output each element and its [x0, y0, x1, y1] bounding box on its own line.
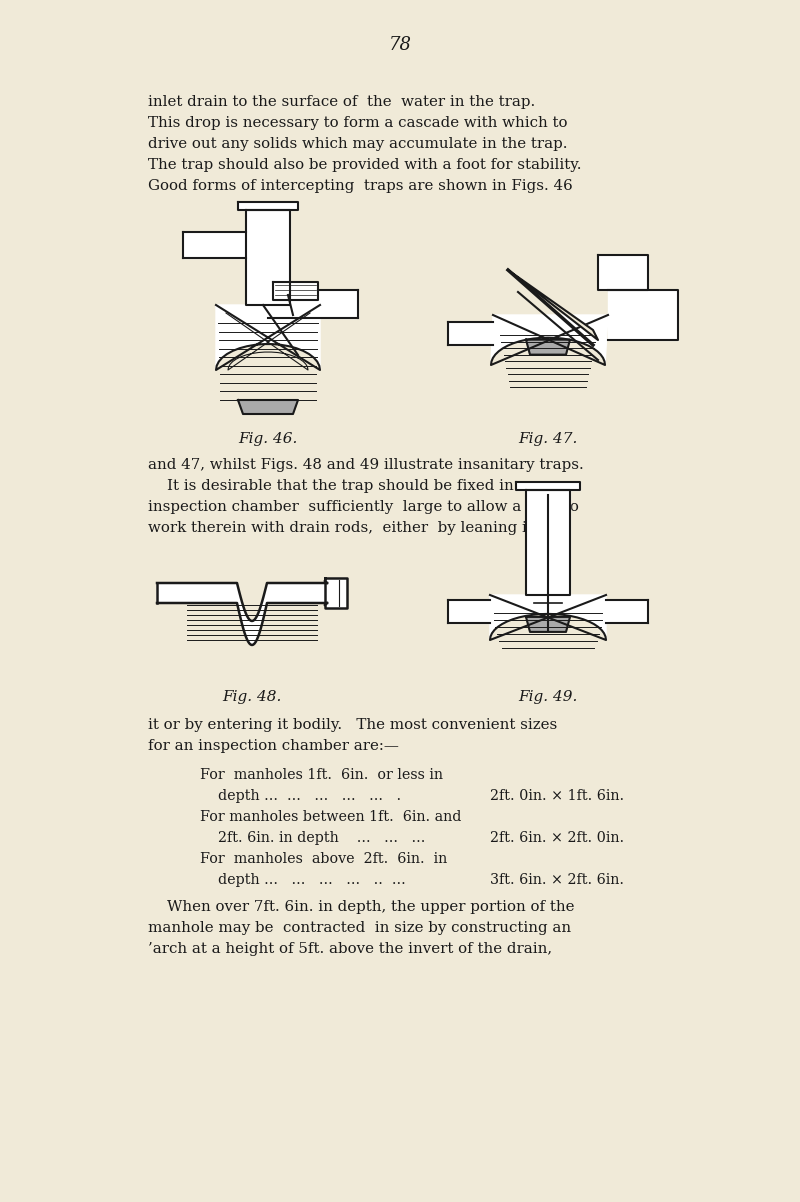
- Text: work therein with drain rods,  either  by leaning into: work therein with drain rods, either by …: [148, 520, 552, 535]
- Text: Fig. 46.: Fig. 46.: [238, 432, 298, 446]
- Polygon shape: [325, 578, 347, 608]
- Text: ’arch at a height of 5ft. above the invert of the drain,: ’arch at a height of 5ft. above the inve…: [148, 942, 552, 956]
- Text: 2ft. 0in. × 1ft. 6in.: 2ft. 0in. × 1ft. 6in.: [490, 789, 624, 803]
- Text: Good forms of intercepting  traps are shown in Figs. 46: Good forms of intercepting traps are sho…: [148, 179, 573, 194]
- Text: For manholes between 1ft.  6in. and: For manholes between 1ft. 6in. and: [200, 810, 462, 825]
- Polygon shape: [273, 282, 318, 300]
- Polygon shape: [157, 583, 327, 645]
- Text: 2ft. 6in. × 2ft. 0in.: 2ft. 6in. × 2ft. 0in.: [490, 831, 624, 845]
- Text: Fig. 47.: Fig. 47.: [518, 432, 578, 446]
- Text: 78: 78: [389, 36, 411, 54]
- Polygon shape: [508, 270, 598, 340]
- Text: depth ...  ...   ...   ...   ...   .: depth ... ... ... ... ... .: [200, 789, 406, 803]
- Polygon shape: [183, 232, 246, 258]
- Polygon shape: [526, 340, 570, 355]
- Text: Fig. 49.: Fig. 49.: [518, 690, 578, 704]
- Polygon shape: [516, 482, 580, 490]
- Text: for an inspection chamber are:—: for an inspection chamber are:—: [148, 739, 399, 752]
- Polygon shape: [216, 305, 320, 370]
- Text: and 47, whilst Figs. 48 and 49 illustrate insanitary traps.: and 47, whilst Figs. 48 and 49 illustrat…: [148, 458, 584, 472]
- Text: For  manholes  above  2ft.  6in.  in: For manholes above 2ft. 6in. in: [200, 852, 447, 865]
- Polygon shape: [606, 600, 648, 623]
- Polygon shape: [238, 202, 298, 210]
- Text: The trap should also be provided with a foot for stability.: The trap should also be provided with a …: [148, 157, 582, 172]
- Text: manhole may be  contracted  in size by constructing an: manhole may be contracted in size by con…: [148, 921, 571, 935]
- Polygon shape: [448, 322, 493, 345]
- Polygon shape: [246, 210, 290, 305]
- Polygon shape: [448, 600, 490, 623]
- Text: It is desirable that the trap should be fixed in an: It is desirable that the trap should be …: [148, 480, 538, 493]
- Polygon shape: [490, 595, 606, 639]
- Text: depth ...   ...   ...   ...   ..  ...: depth ... ... ... ... .. ...: [200, 873, 406, 887]
- Text: This drop is necessary to form a cascade with which to: This drop is necessary to form a cascade…: [148, 117, 567, 130]
- Polygon shape: [608, 290, 678, 340]
- Text: For  manholes 1ft.  6in.  or less in: For manholes 1ft. 6in. or less in: [200, 768, 443, 783]
- Text: it or by entering it bodily.   The most convenient sizes: it or by entering it bodily. The most co…: [148, 718, 558, 732]
- Polygon shape: [273, 290, 358, 319]
- Polygon shape: [526, 490, 570, 595]
- Text: When over 7ft. 6in. in depth, the upper portion of the: When over 7ft. 6in. in depth, the upper …: [148, 900, 574, 914]
- Text: 3ft. 6in. × 2ft. 6in.: 3ft. 6in. × 2ft. 6in.: [490, 873, 624, 887]
- Text: drive out any solids which may accumulate in the trap.: drive out any solids which may accumulat…: [148, 137, 567, 151]
- Polygon shape: [526, 617, 570, 632]
- Text: 2ft. 6in. in depth    ...   ...   ...: 2ft. 6in. in depth ... ... ...: [200, 831, 426, 845]
- Text: Fig. 48.: Fig. 48.: [222, 690, 282, 704]
- Polygon shape: [598, 255, 648, 290]
- Text: inspection chamber  sufficiently  large to allow a man to: inspection chamber sufficiently large to…: [148, 500, 579, 514]
- Polygon shape: [491, 315, 608, 365]
- Polygon shape: [238, 400, 298, 413]
- Text: inlet drain to the surface of  the  water in the trap.: inlet drain to the surface of the water …: [148, 95, 535, 109]
